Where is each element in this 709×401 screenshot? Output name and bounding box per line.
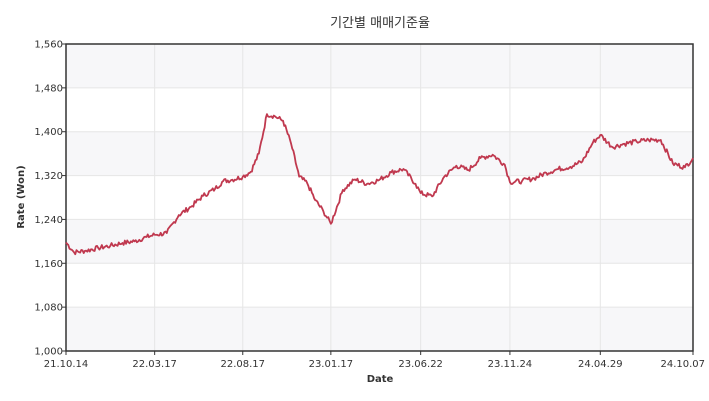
plot-frame (65, 43, 694, 352)
plot-area (66, 44, 693, 351)
y-tick-label: 1,240 (34, 215, 63, 226)
y-tick-label: 1,560 (34, 40, 63, 51)
x-tick-label: 23.06.22 (398, 359, 443, 370)
x-tick-label: 22.08.17 (220, 359, 265, 370)
grid-band (66, 131, 693, 176)
y-tick-label: 1,320 (34, 171, 63, 182)
x-tick-label: 22.03.17 (132, 359, 177, 370)
y-tick-label: 1,080 (34, 303, 63, 314)
x-tick-label: 24.10.07 (660, 359, 705, 370)
grid-band (66, 219, 693, 264)
y-tick-label: 1,160 (34, 259, 63, 270)
chart-title: 기간별 매매기준율 (330, 16, 430, 31)
x-tick-label: 21.10.14 (44, 359, 89, 370)
y-tick-label: 1,480 (34, 83, 63, 94)
x-tick-label: 23.01.17 (309, 359, 354, 370)
grid-band (66, 44, 693, 88)
y-axis-title: Rate (Won) (16, 165, 27, 228)
series-line-rate (65, 113, 694, 256)
x-axis-title: Date (367, 374, 394, 385)
x-axis: 21.10.14 22.03.17 22.08.17 23.01.17 23.06.22… (44, 351, 705, 370)
y-tick-label: 1,000 (34, 347, 63, 358)
y-axis: 1,000 1,080 1,160 1,240 1,320 1,400 1,480 1,560 (34, 40, 66, 358)
y-tick-label: 1,400 (34, 127, 63, 138)
x-tick-label: 24.04.29 (578, 359, 623, 370)
x-tick-label: 23.11.24 (488, 359, 533, 370)
grid-band (66, 307, 693, 351)
